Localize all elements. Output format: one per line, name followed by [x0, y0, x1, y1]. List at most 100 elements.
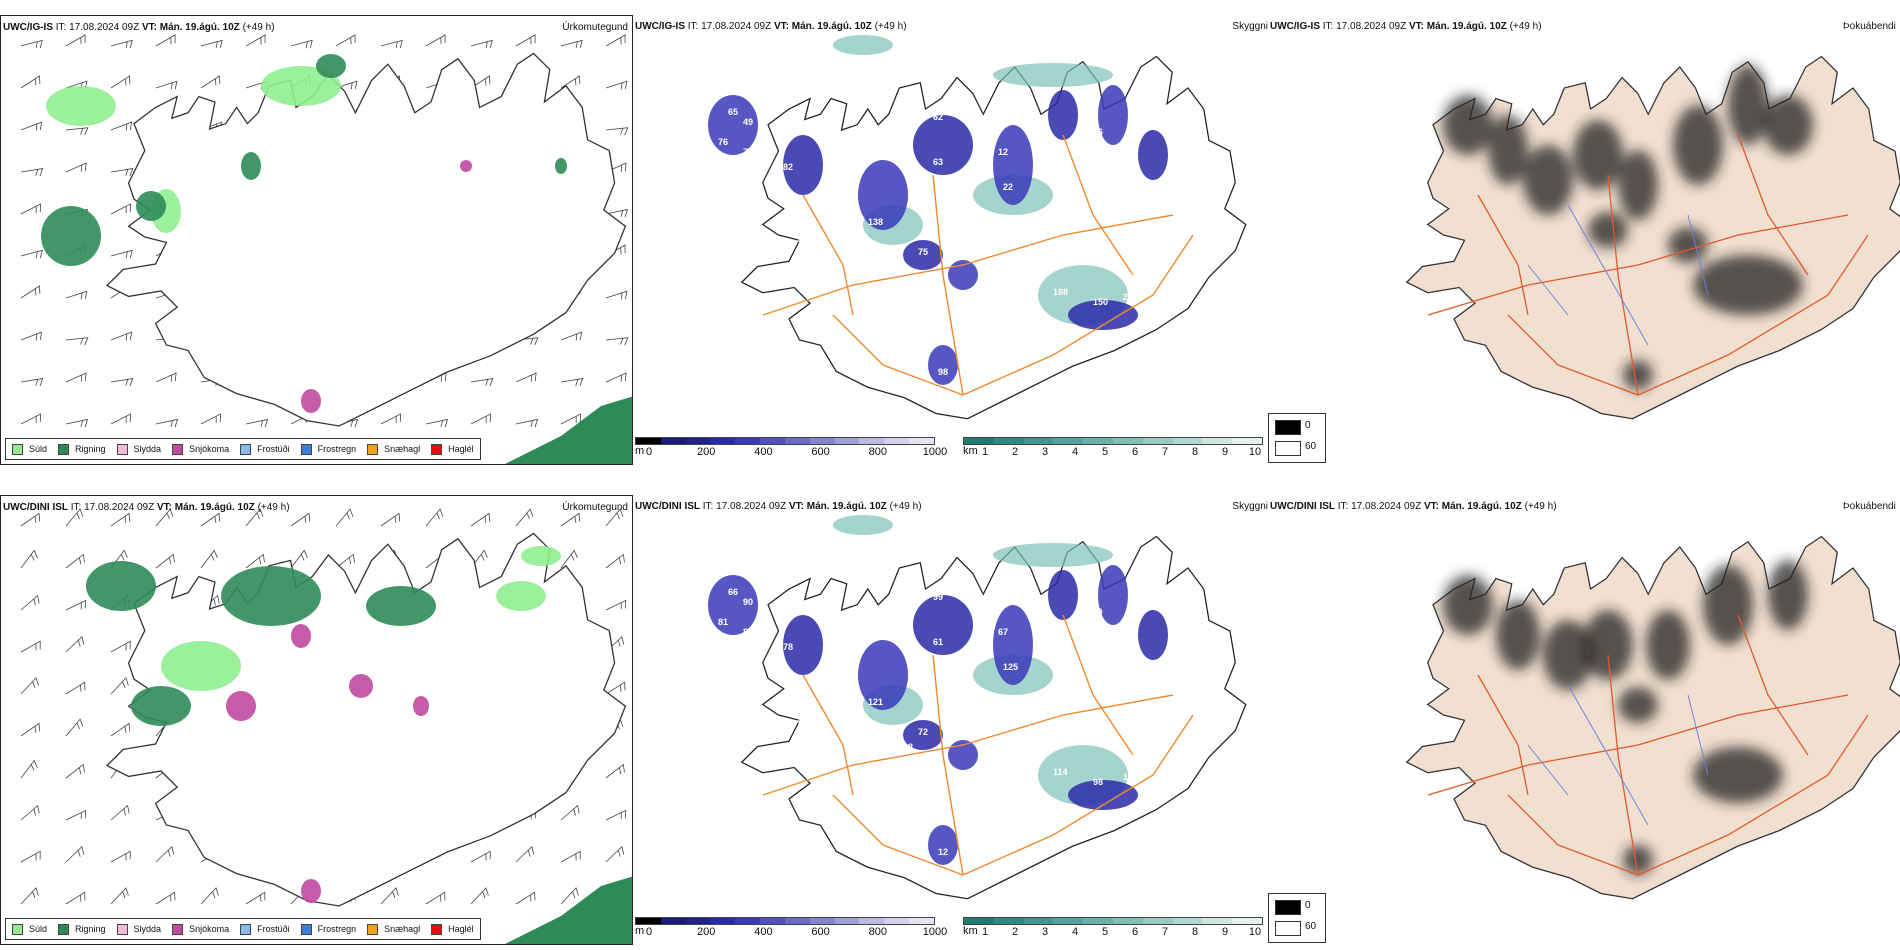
- legend-item: Frostregn: [300, 443, 356, 455]
- ceiling-tick: 600: [811, 446, 830, 458]
- wind-barb: [515, 845, 535, 863]
- wind-barb: [110, 75, 131, 89]
- ceiling-value: 64: [718, 82, 728, 92]
- ceiling-area: [948, 260, 978, 290]
- precip-area: [366, 586, 436, 626]
- ceiling-value: 91: [943, 657, 953, 667]
- road: [1427, 214, 1849, 316]
- wind-barb: [65, 508, 84, 527]
- legend-label: Rigning: [75, 444, 106, 454]
- panel-title: UWC/IG-IS IT: 17.08.2024 09Z VT: Mán. 19…: [3, 22, 275, 33]
- ceiling-area: [928, 825, 958, 865]
- ceiling-value: 58: [903, 137, 913, 147]
- fog-legend: 0 60: [1268, 413, 1326, 463]
- fog-areas: [1443, 65, 1813, 390]
- panel-title: UWC/DINI ISL IT: 17.08.2024 09Z VT: Mán.…: [635, 501, 922, 512]
- wind-barb: [290, 39, 313, 49]
- wind-barb: [20, 249, 43, 259]
- road: [932, 654, 964, 876]
- ceiling-value: 188: [1053, 287, 1068, 297]
- legend-item: Frostúði: [240, 443, 290, 455]
- precip-area: [521, 546, 561, 566]
- precip-areas: [41, 54, 567, 413]
- ceiling-value: 63: [933, 157, 943, 167]
- legend-swatch: [300, 443, 312, 455]
- visibility-swatch: [1142, 438, 1173, 444]
- visibility-swatch: [1142, 918, 1173, 924]
- precip-area: [241, 152, 261, 180]
- legend-item: Snæhagl: [367, 923, 420, 935]
- road: [1607, 654, 1639, 876]
- precip-area: [86, 561, 156, 611]
- visibility-tick: 6: [1131, 926, 1139, 938]
- wind-barb: [560, 512, 581, 527]
- wind-barb: [65, 809, 87, 821]
- fog-area: [1668, 227, 1708, 263]
- wind-barb: [335, 34, 356, 47]
- wind-barb: [470, 887, 489, 905]
- wind-barb: [515, 891, 536, 905]
- ceiling-area: [1098, 85, 1128, 145]
- road: [762, 694, 1174, 796]
- wind-barb: [155, 845, 175, 863]
- ceiling-swatch: [636, 438, 661, 444]
- fog-legend-swatch-0: [1275, 420, 1301, 435]
- fog-legend: 0 60: [1268, 893, 1326, 943]
- ceiling-swatch: [710, 918, 736, 924]
- ceiling-swatch: [909, 918, 934, 924]
- road: [1477, 194, 1529, 316]
- precip-area: [41, 206, 101, 266]
- ceiling-tick: 200: [697, 446, 716, 458]
- ceiling-tick: 800: [868, 926, 887, 938]
- ceiling-value: 54: [798, 237, 808, 247]
- legend-item: Súld: [12, 443, 48, 455]
- wind-barb: [380, 413, 402, 425]
- ceiling-value: 66: [728, 587, 738, 597]
- ceiling-value: 73: [793, 117, 803, 127]
- legend-item: Slydda: [116, 443, 162, 455]
- visibility-tick: 4: [1071, 926, 1079, 938]
- ceiling-value: 64: [843, 247, 853, 257]
- wind-barb: [65, 162, 87, 173]
- ceiling-tick: 800: [868, 446, 887, 458]
- ceiling-area: [708, 95, 758, 155]
- visibility-tick: 3: [1041, 926, 1049, 938]
- legend-item: Frostregn: [300, 923, 356, 935]
- wind-barb: [65, 34, 86, 47]
- ceiling-swatch: [884, 438, 910, 444]
- ceiling-value: 63: [963, 582, 973, 592]
- road: [802, 194, 854, 316]
- visibility-area: [833, 515, 893, 535]
- legend-label: Slydda: [133, 444, 162, 454]
- fog-map: [1405, 55, 1900, 420]
- wind-barb: [245, 508, 264, 527]
- legend-label: Súld: [29, 444, 48, 454]
- ceiling-value: 80: [743, 627, 753, 637]
- ceiling-value: 85: [958, 252, 968, 262]
- precip-area: [291, 624, 311, 648]
- wind-barb: [605, 681, 626, 695]
- visibility-tick: 8: [1191, 926, 1199, 938]
- precip-area: [136, 191, 166, 221]
- wind-barb: [560, 75, 581, 89]
- visibility-tick: 1: [981, 446, 989, 458]
- ceiling-value: 114: [1053, 767, 1068, 777]
- ceiling-value: 165: [1078, 567, 1093, 577]
- ceiling-value: 65: [728, 107, 738, 117]
- wind-barb: [560, 331, 583, 341]
- wind-barb: [20, 677, 39, 695]
- legend-label: Snjókoma: [189, 924, 230, 934]
- ceiling-areas: [708, 85, 1168, 385]
- wind-barb: [110, 121, 133, 131]
- ceiling-swatch: [809, 918, 835, 924]
- legend-label: Haglél: [448, 444, 474, 454]
- cloud-ceiling-panel-1: UWC/IG-IS IT: 17.08.2024 09Z VT: Mán. 19…: [633, 15, 1268, 465]
- road: [1507, 314, 1639, 396]
- wind-barb: [20, 640, 41, 653]
- visibility-area: [993, 543, 1113, 567]
- visibility-tick: 9: [1221, 926, 1229, 938]
- ceiling-swatch: [710, 438, 736, 444]
- wind-barb: [20, 759, 38, 779]
- ceiling-value: 78: [783, 642, 793, 652]
